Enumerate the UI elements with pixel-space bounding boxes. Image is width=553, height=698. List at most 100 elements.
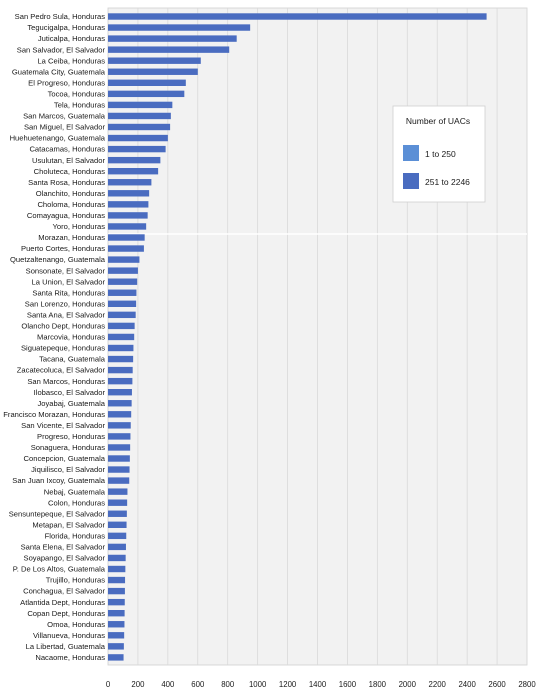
category-label: Atlantida Dept, Honduras xyxy=(20,598,105,607)
x-tick-label: 0 xyxy=(106,680,111,689)
bar xyxy=(108,156,161,164)
bar xyxy=(108,389,132,396)
bar xyxy=(108,477,130,484)
category-label: P. De Los Altos, Guatemala xyxy=(13,565,106,574)
category-label: Ilobasco, El Salvador xyxy=(34,388,106,397)
bar xyxy=(108,267,138,274)
bar xyxy=(108,488,128,495)
bar xyxy=(108,532,127,540)
category-label: Jiquilisco, El Salvador xyxy=(31,465,105,474)
bar xyxy=(108,400,132,407)
category-label: San Lorenzo, Honduras xyxy=(25,299,105,308)
bar xyxy=(108,543,126,551)
bar xyxy=(108,466,130,473)
category-label: Trujillo, Honduras xyxy=(46,576,105,585)
bar xyxy=(108,554,126,562)
category-label: Santa Ana, El Salvador xyxy=(27,310,106,319)
bar xyxy=(108,190,150,197)
bar xyxy=(108,289,137,296)
legend-label-1-to-250: 1 to 250 xyxy=(425,149,456,159)
bar xyxy=(108,57,201,64)
bar xyxy=(108,322,135,330)
bar xyxy=(108,355,134,363)
bar xyxy=(108,411,132,418)
bar xyxy=(108,366,133,374)
category-labels: San Pedro Sula, Honduras Tegucigalpa, Hon… xyxy=(3,12,105,662)
bar xyxy=(108,35,237,42)
bar xyxy=(108,377,133,385)
bar xyxy=(108,245,144,252)
category-label: Marcovia, Honduras xyxy=(37,333,105,342)
category-label: Joyabaj, Guatemala xyxy=(37,399,105,408)
category-label: Sensuntepeque, El Salvador xyxy=(9,509,106,518)
category-label: Metapan, El Salvador xyxy=(32,520,105,529)
category-label: Tacana, Guatemala xyxy=(39,355,106,364)
category-label: Catacamas, Honduras xyxy=(29,145,105,154)
category-label: Santa Elena, El Salvador xyxy=(21,543,106,552)
category-label: Usulutan, El Salvador xyxy=(32,156,105,165)
category-label: Nebaj, Guatemala xyxy=(44,487,106,496)
category-label: Sonaguera, Honduras xyxy=(31,443,106,452)
category-label: Huehuetenango, Guatemala xyxy=(10,134,106,143)
category-label: San Miguel, El Salvador xyxy=(24,123,106,132)
bar xyxy=(108,311,136,319)
bar xyxy=(108,24,251,31)
bar xyxy=(108,13,487,20)
x-tick-label: 2800 xyxy=(518,680,536,689)
category-label: Villanueva, Honduras xyxy=(33,631,105,640)
bar xyxy=(108,610,125,617)
bar xyxy=(108,510,127,517)
x-axis-ticks: 0 200 400 600 800 1000 1200 1400 1600 1800 2000 220… xyxy=(106,680,537,689)
category-label: Omoa, Honduras xyxy=(47,620,105,629)
category-label: Olanchito, Honduras xyxy=(36,189,105,198)
bar xyxy=(108,79,186,86)
category-label: San Salvador, El Salvador xyxy=(17,45,106,54)
category-label: La Union, El Salvador xyxy=(32,277,106,286)
category-label: Morazan, Honduras xyxy=(38,233,105,242)
category-label: El Progreso, Honduras xyxy=(28,78,105,87)
bar xyxy=(108,576,126,584)
category-label: Concepcion, Guatemala xyxy=(24,454,106,463)
bar xyxy=(108,300,137,307)
category-label: Zacatecoluca, El Salvador xyxy=(17,366,106,375)
x-tick-label: 400 xyxy=(161,680,175,689)
category-label: Tocoa, Honduras xyxy=(48,89,106,98)
bar xyxy=(108,112,171,120)
category-label: Quetzaltenango, Guatemala xyxy=(10,255,106,264)
x-tick-label: 1200 xyxy=(279,680,297,689)
category-label: Sonsonate, El Salvador xyxy=(26,266,106,275)
category-label: Progreso, Honduras xyxy=(37,432,105,441)
category-label: Comayagua, Honduras xyxy=(27,211,105,220)
bar xyxy=(108,168,159,175)
bar xyxy=(108,134,168,142)
bar xyxy=(108,643,124,650)
x-tick-label: 1000 xyxy=(249,680,267,689)
bar xyxy=(108,179,152,186)
x-tick-label: 800 xyxy=(221,680,235,689)
category-label: Nacaome, Honduras xyxy=(35,653,105,662)
bar xyxy=(108,234,145,241)
bar xyxy=(108,565,126,573)
legend-swatch-251-to-2246 xyxy=(403,173,419,189)
category-label: Conchagua, El Salvador xyxy=(23,587,105,596)
category-label: San Marcos, Honduras xyxy=(27,377,105,386)
bar xyxy=(108,256,140,263)
x-tick-label: 1800 xyxy=(369,680,387,689)
bar xyxy=(108,101,173,109)
category-label: Copan Dept, Honduras xyxy=(27,609,105,618)
category-label: Santa Rosa, Honduras xyxy=(28,178,105,187)
category-label: Choluteca, Honduras xyxy=(34,167,106,176)
x-tick-label: 1400 xyxy=(309,680,327,689)
category-label: Choloma, Honduras xyxy=(37,200,105,209)
category-label: Guatemala City, Guatemala xyxy=(12,67,106,76)
bar xyxy=(108,46,230,53)
category-label: Tela, Honduras xyxy=(54,101,105,110)
category-label: Puerto Cortes, Honduras xyxy=(21,244,105,253)
bar xyxy=(108,123,171,131)
category-label: Olancho Dept, Honduras xyxy=(21,322,105,331)
bar xyxy=(108,433,131,440)
bar xyxy=(108,422,131,429)
category-label: Juticalpa, Honduras xyxy=(38,34,105,43)
